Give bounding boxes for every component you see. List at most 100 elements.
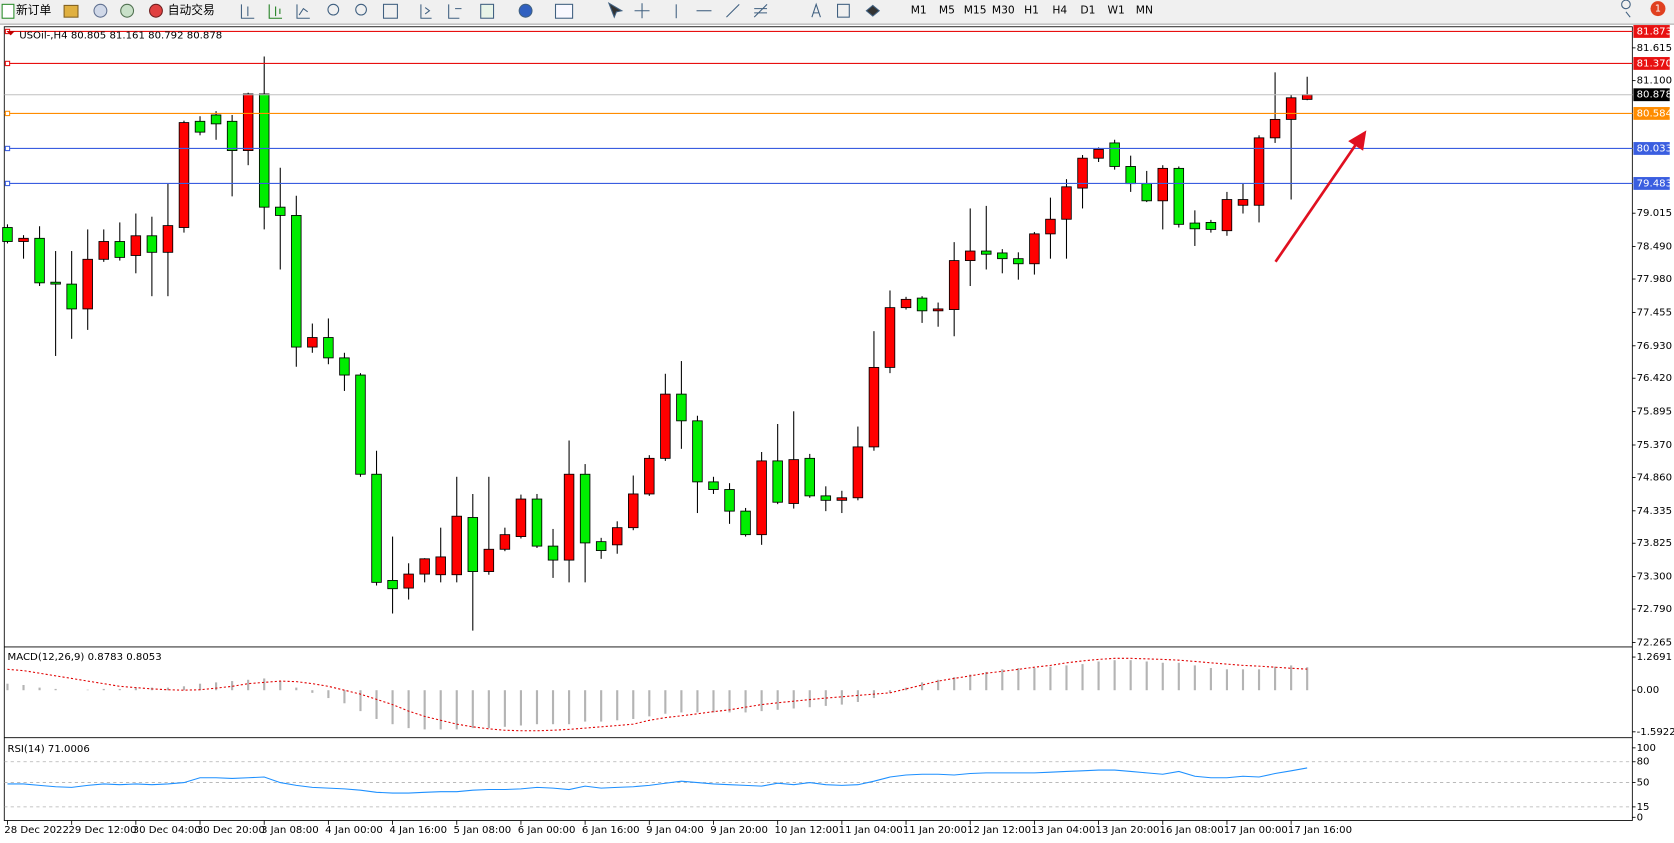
candle-body [788, 459, 799, 504]
x-tick-label: 6 Jan 00:00 [518, 825, 576, 836]
bar-chart-icon[interactable] [240, 4, 255, 19]
candle-body [1077, 157, 1088, 189]
timeframe-button[interactable]: H4 [1052, 4, 1067, 17]
candle-body [66, 283, 77, 310]
y-tick-label: 74.860 [1637, 472, 1672, 483]
periods-icon[interactable] [518, 3, 533, 18]
timeframe-button[interactable]: W1 [1107, 4, 1124, 17]
chart-tools [240, 0, 1631, 19]
candle-body [772, 460, 783, 503]
symbol-title: USOil-,H4 [19, 30, 67, 41]
toolbar-icon[interactable] [120, 3, 135, 18]
toolbar-icon[interactable] [93, 3, 108, 18]
candle-body [756, 460, 767, 536]
price-level-handle [4, 145, 11, 152]
chart-frame [3, 26, 1633, 821]
toolbar-icon[interactable] [63, 4, 79, 18]
price-level-tag [1633, 142, 1670, 155]
x-tick-label: 4 Jan 16:00 [389, 825, 447, 836]
crosshair-icon[interactable] [634, 3, 650, 19]
y-tick-label: 0 [1637, 812, 1643, 823]
candle-body [964, 250, 976, 262]
y-tick-label: 79.015 [1637, 208, 1672, 219]
timeframe-button[interactable]: D1 [1080, 4, 1095, 17]
price-level-label: 80.033 [1637, 143, 1672, 154]
candle-body [1285, 97, 1297, 120]
trendline-icon[interactable] [726, 3, 740, 18]
candle-body [531, 498, 543, 547]
candle-chart-icon[interactable] [268, 4, 283, 19]
candle-body [162, 225, 174, 253]
y-tick-label: 76.420 [1637, 373, 1672, 384]
candle-body [1269, 118, 1281, 139]
autoscroll-icon[interactable] [420, 4, 432, 19]
candle-body [724, 489, 735, 512]
candle-body [740, 510, 751, 536]
zoom-out-icon[interactable] [355, 3, 367, 16]
candle-body [563, 473, 575, 561]
candle-body [50, 281, 61, 285]
arrow-shaft [1274, 142, 1358, 263]
candle-body [900, 298, 912, 309]
tile-icon[interactable] [382, 3, 398, 19]
zoom-in-icon[interactable] [327, 3, 340, 16]
text-icon[interactable] [811, 2, 821, 18]
candle-body [258, 93, 270, 208]
candle-body [868, 366, 880, 448]
candle-body [82, 258, 93, 310]
macd-signal-value: 0.8053 [126, 652, 161, 663]
candle-body [130, 235, 142, 256]
new-order-icon[interactable] [1, 3, 15, 19]
y-tick-label: 78.490 [1637, 242, 1672, 253]
y-tick-label: 50 [1637, 778, 1650, 789]
timeframe-button[interactable]: M5 [939, 4, 955, 17]
search-icon[interactable] [1621, 0, 1631, 18]
price-level-label: 81.873 [1637, 26, 1672, 37]
shift-icon[interactable] [448, 4, 462, 19]
candle-body [339, 357, 350, 376]
plot-layer: 81.615 81.100 79.015 78.490 77.980 77.455 76.9… [2, 25, 1674, 836]
notification-badge[interactable] [1650, 1, 1666, 17]
y-tick-label: 73.825 [1637, 538, 1672, 549]
timeframe-button[interactable]: M30 [992, 4, 1015, 17]
templates-icon[interactable] [554, 3, 574, 19]
candle-body [355, 374, 366, 475]
current-price-tag [1633, 88, 1670, 102]
candle-body [226, 120, 238, 151]
auto-trading-icon[interactable] [149, 3, 163, 18]
macd-header: MACD(12,26,9) 0.8783 0.8053 [7, 652, 161, 663]
fibo-icon[interactable] [753, 3, 768, 18]
label-icon[interactable] [837, 3, 850, 18]
timeframe-button[interactable]: H1 [1024, 4, 1039, 17]
x-tick-label: 30 Dec 04:00 [133, 825, 201, 836]
candle-body [435, 556, 446, 576]
x-tick-label: 17 Jan 00:00 [1224, 825, 1288, 836]
line-chart-icon[interactable] [296, 4, 310, 19]
timeframe-button[interactable]: MN [1136, 4, 1153, 17]
auto-trading-button[interactable]: 自动交易 [168, 3, 215, 17]
new-order-button[interactable]: 新订单 [16, 3, 51, 17]
cursor-icon[interactable] [607, 2, 624, 19]
candle-body [547, 545, 559, 561]
y-tick-label: 74.335 [1637, 506, 1672, 517]
timeframe-button[interactable]: M15 [964, 4, 987, 17]
timeframe-bar: M1 M5 M15 M30 H1 H4 D1 W1 MN [911, 4, 1153, 17]
indicators-icon[interactable] [480, 3, 495, 19]
candle-body [1221, 199, 1233, 232]
candle-body [307, 337, 318, 348]
macd-main-value: 0.8783 [88, 652, 123, 663]
candle-body [194, 120, 206, 133]
y-tick-label: 72.790 [1637, 604, 1672, 615]
x-tick-label: 3 Jan 08:00 [261, 825, 319, 836]
arrows-icon[interactable] [865, 4, 881, 17]
candle-body [114, 241, 126, 258]
rsi-line [7, 767, 1308, 794]
timeframe-button[interactable]: M1 [911, 4, 927, 17]
candle-body [820, 495, 832, 501]
x-tick-label: 10 Jan 12:00 [774, 825, 838, 836]
candle-body [419, 558, 430, 575]
y-tick-label: 1.2691 [1637, 652, 1672, 663]
arrow-head [1348, 130, 1367, 151]
candle-body [1013, 258, 1024, 265]
